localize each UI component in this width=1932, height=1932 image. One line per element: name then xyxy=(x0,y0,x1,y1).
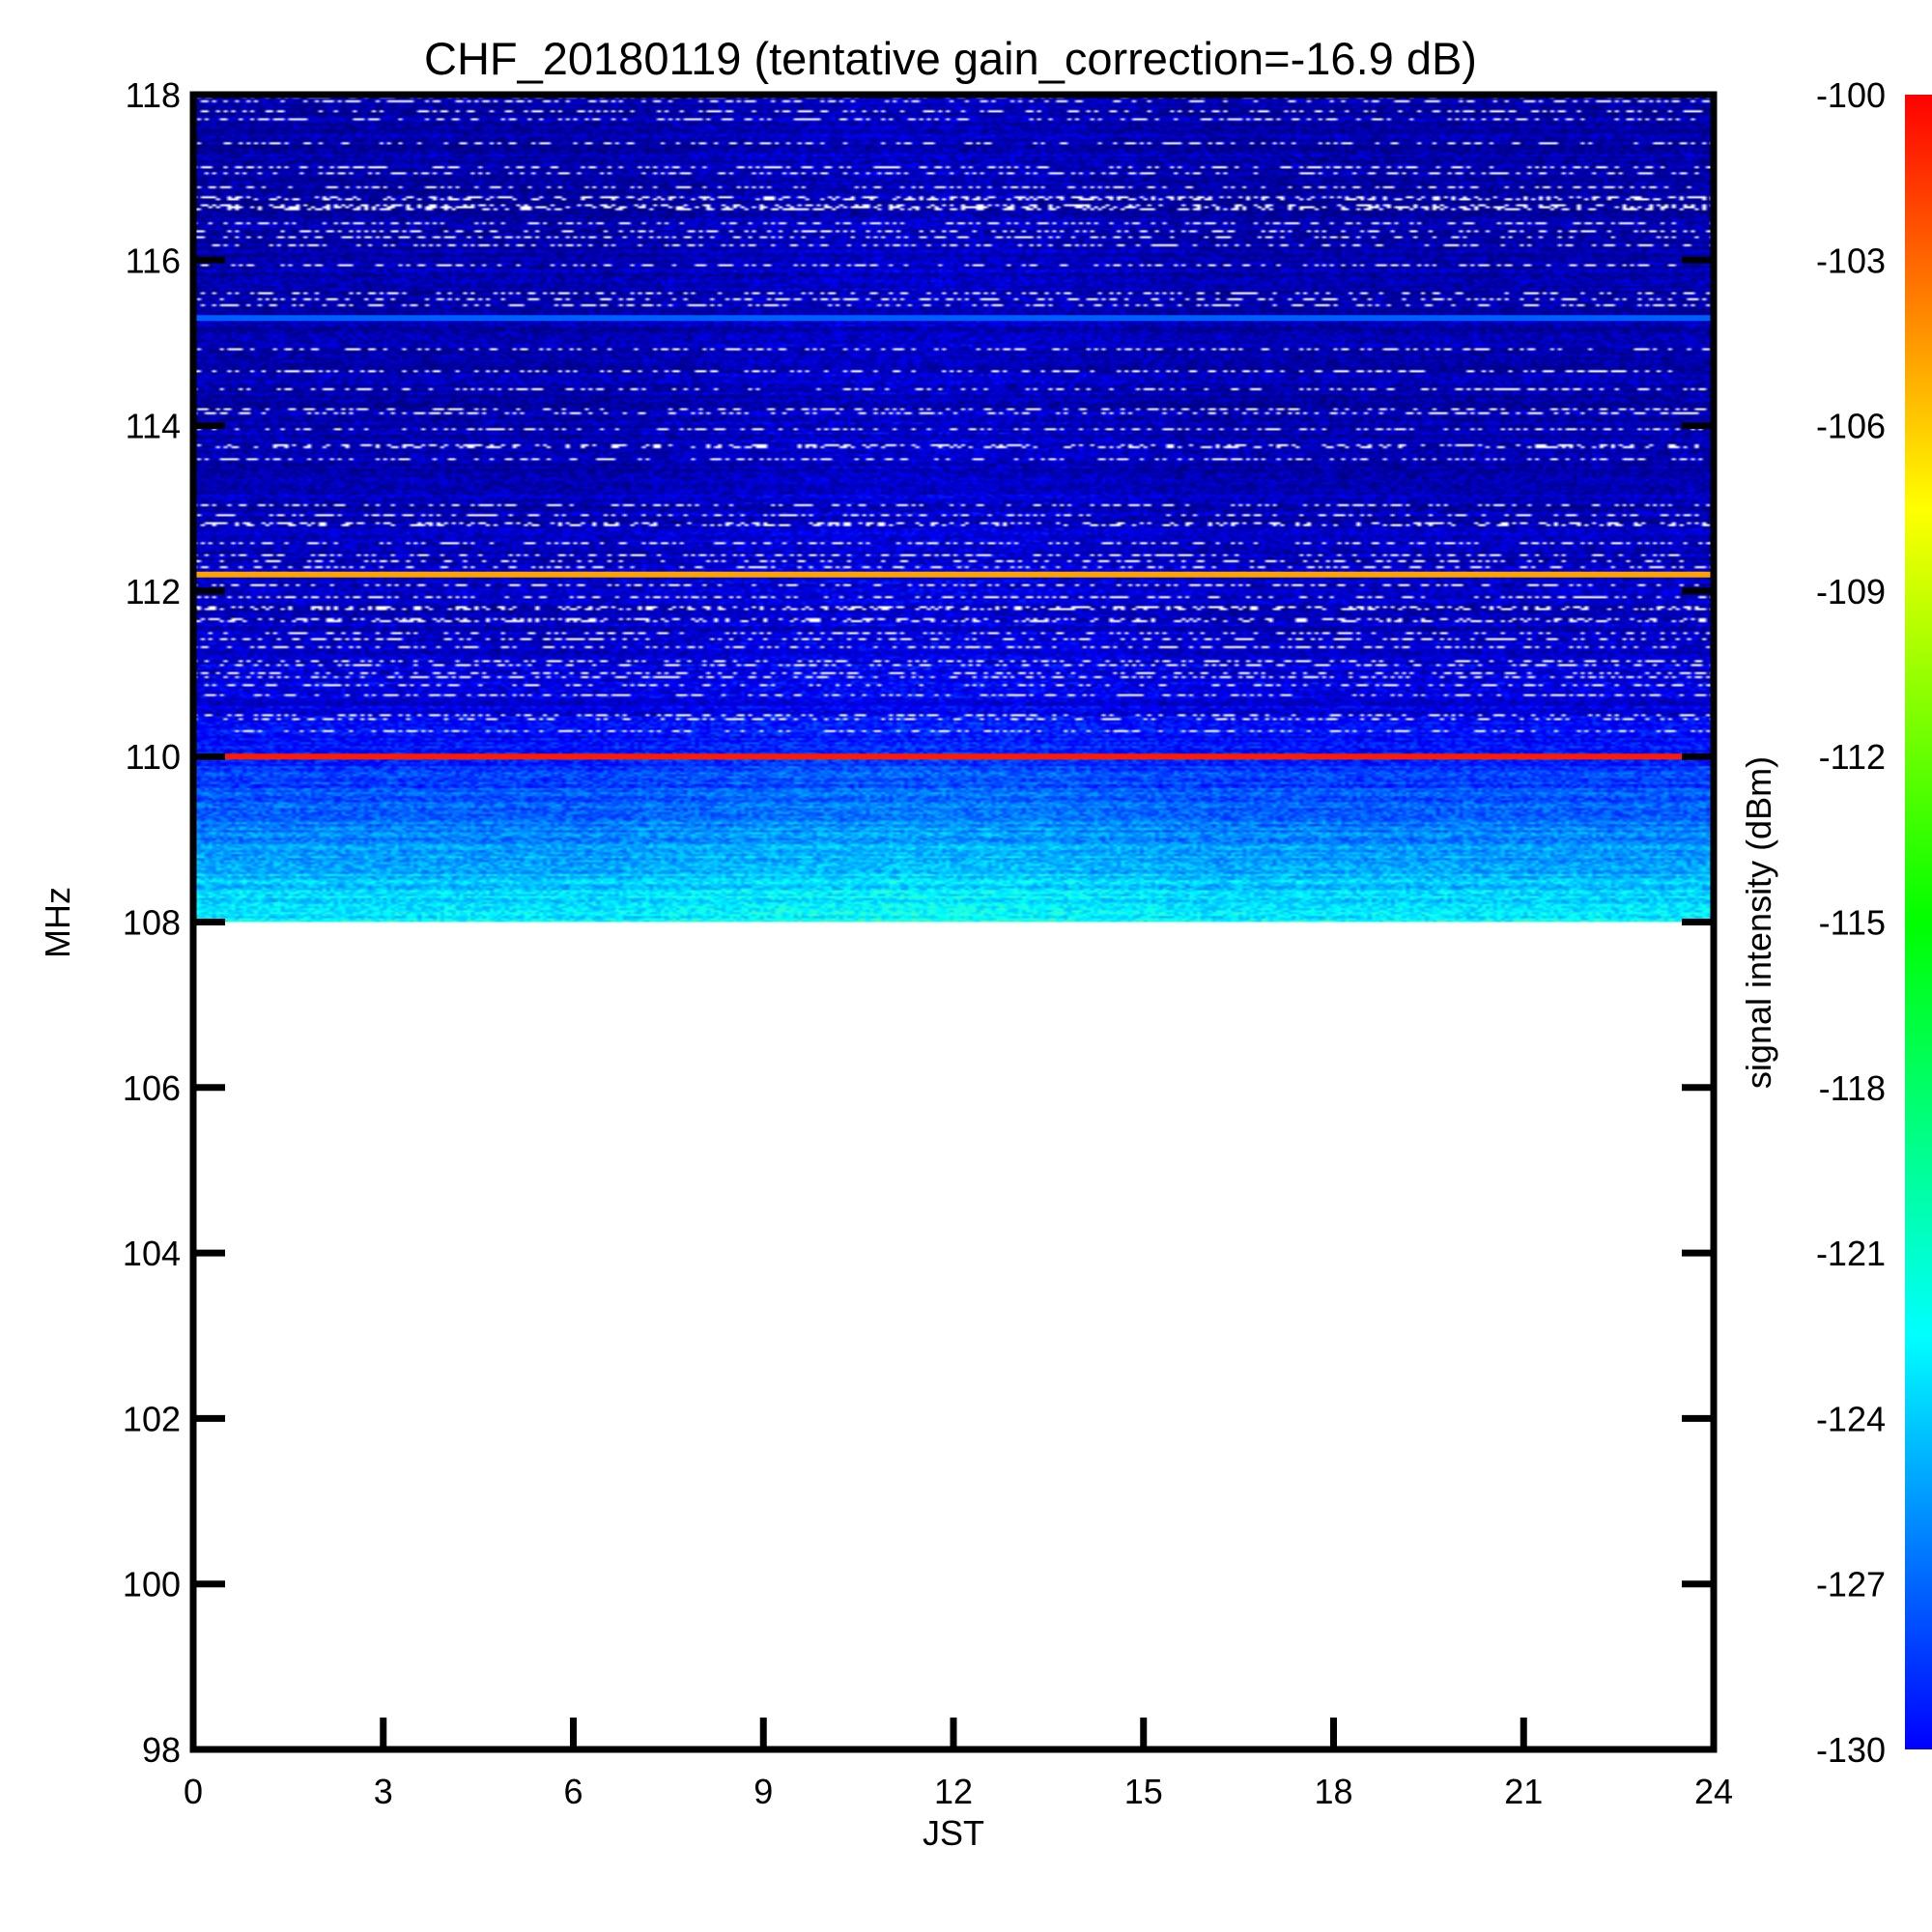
colorbar-tick-label: -124 xyxy=(1816,1399,1886,1438)
colorbar-ticks: -100 -103 -106 -109 -112 -115 -118 -121 -124 -127… xyxy=(1816,75,1886,1770)
y-tick-label: 108 xyxy=(123,903,181,943)
y-tick-label: 116 xyxy=(126,241,181,280)
y-tick-label: 114 xyxy=(126,407,181,446)
colorbar-tick-label: -106 xyxy=(1816,407,1886,446)
colorbar-tick-label: -130 xyxy=(1816,1730,1886,1770)
colorbar-tick-label: -109 xyxy=(1816,572,1886,611)
chart-title: CHF_20180119 (tentative gain_correction=… xyxy=(424,33,1477,84)
x-tick-label: 21 xyxy=(1504,1772,1543,1811)
x-tick-label: 3 xyxy=(374,1772,393,1811)
x-tick-label: 6 xyxy=(563,1772,582,1811)
y-tick-label: 104 xyxy=(123,1234,181,1273)
y-tick-label: 112 xyxy=(126,572,181,611)
colorbar xyxy=(1905,95,1932,1749)
x-axis: 0 3 6 9 12 15 18 21 24 xyxy=(184,1718,1733,1811)
y-axis-label: MHz xyxy=(38,887,77,958)
x-tick-label: 9 xyxy=(753,1772,773,1811)
x-tick-label: 15 xyxy=(1124,1772,1163,1811)
y-tick-label: 98 xyxy=(142,1730,181,1770)
y-tick-label: 102 xyxy=(123,1399,181,1438)
colorbar-tick-label: -127 xyxy=(1816,1565,1886,1605)
colorbar-tick-label: -100 xyxy=(1816,75,1886,115)
colorbar-tick-label: -112 xyxy=(1819,737,1886,777)
colorbar-tick-label: -121 xyxy=(1816,1234,1886,1273)
x-tick-label: 0 xyxy=(184,1772,203,1811)
colorbar-tick-label: -115 xyxy=(1819,903,1886,943)
signal-line xyxy=(193,571,1714,578)
x-tick-label: 24 xyxy=(1694,1772,1733,1811)
plot-frame xyxy=(189,91,1718,1753)
y-tick-label: 100 xyxy=(123,1565,181,1605)
y-tick-label: 110 xyxy=(126,737,181,777)
x-axis-label: JST xyxy=(923,1813,984,1853)
y-tick-label: 106 xyxy=(123,1068,181,1108)
strong-signal-lines xyxy=(193,315,1714,760)
y-tick-label: 118 xyxy=(126,75,181,115)
spectrogram-heatmap xyxy=(193,95,1714,923)
y-axis: 98 100 102 104 106 108 110 112 114 116 118 xyxy=(123,75,1714,1770)
colorbar-label: signal intensity (dBm) xyxy=(1739,756,1778,1089)
colorbar-tick-label: -118 xyxy=(1819,1068,1886,1108)
x-tick-label: 18 xyxy=(1314,1772,1352,1811)
colorbar-tick-label: -103 xyxy=(1816,241,1886,280)
x-tick-label: 12 xyxy=(934,1772,973,1811)
signal-line xyxy=(193,753,1714,760)
signal-line xyxy=(193,315,1714,322)
